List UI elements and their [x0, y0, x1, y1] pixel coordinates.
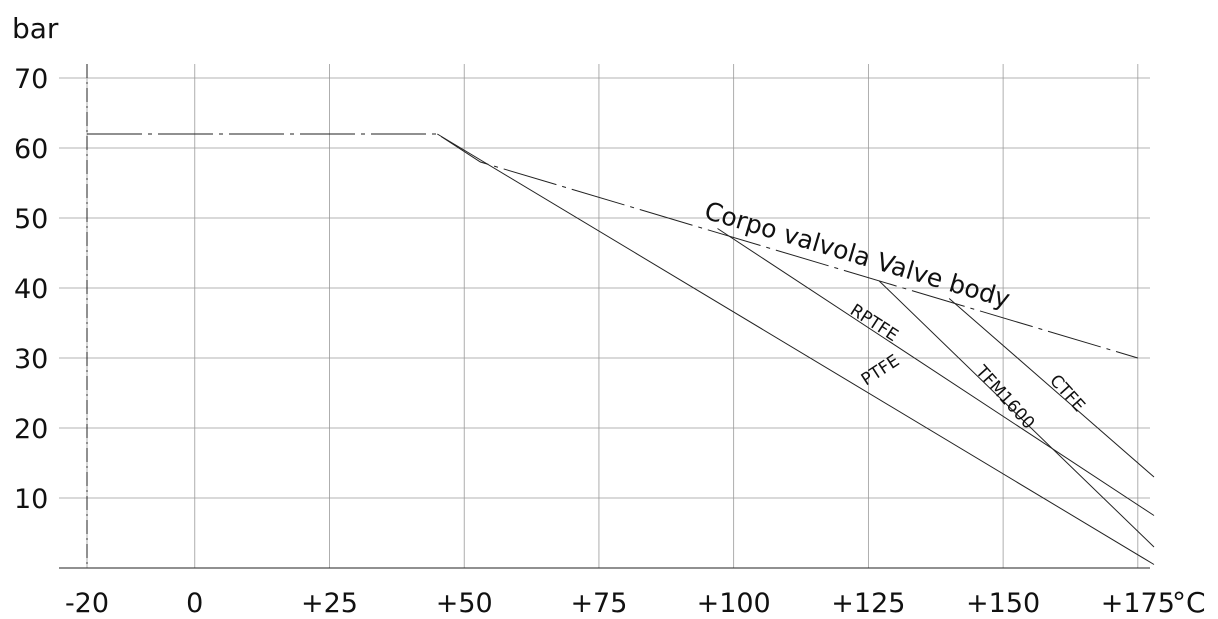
y-tick-label-60: 60 — [14, 134, 48, 165]
y-tick-label-30: 30 — [14, 344, 48, 375]
x-tick-label-175: +175 — [1101, 588, 1175, 619]
series-line-rptfe — [717, 228, 1155, 516]
curve-label-ctfe: CTFE — [1045, 371, 1088, 416]
y-tick-label-10: 10 — [14, 484, 48, 515]
x-tick-label-0: 0 — [186, 588, 203, 619]
y-tick-label-50: 50 — [14, 204, 48, 235]
x-tick-label-20: -20 — [65, 588, 109, 619]
grid — [59, 64, 1150, 568]
tick-labels: -20 0 +25 +50 +75 +100 +125 +150 +175 10 20 30 40 50 6… — [14, 64, 1175, 619]
x-tick-label-25: +25 — [301, 588, 358, 619]
curve-label-ptfe: PTFE — [858, 351, 903, 390]
x-tick-label-50: +50 — [436, 588, 493, 619]
y-tick-label-70: 70 — [14, 64, 48, 95]
curve-label-tfm1600: TFM1600 — [971, 361, 1039, 433]
curve-label-rptfe: RPTFE — [846, 300, 901, 346]
series-line-ctfe — [948, 298, 1155, 478]
y-tick-label-40: 40 — [14, 274, 48, 305]
series-line-ptfe — [437, 133, 1155, 565]
x-tick-label-100: +100 — [697, 588, 771, 619]
y-axis-unit: bar — [12, 12, 59, 45]
x-tick-label-150: +150 — [966, 588, 1040, 619]
series-lines — [87, 133, 1155, 565]
series-line-corpo-valvola-valve-body — [87, 133, 1138, 359]
axes — [59, 64, 1150, 569]
series-line-tfm1600 — [878, 280, 1155, 548]
x-tick-label-75: +75 — [570, 588, 627, 619]
curve-label-corpo-valvola-valve-body: Corpo valvola Valve body — [701, 196, 1013, 314]
x-tick-label-125: +125 — [831, 588, 905, 619]
x-axis-unit: °C — [1172, 586, 1206, 619]
y-tick-label-20: 20 — [14, 414, 48, 445]
